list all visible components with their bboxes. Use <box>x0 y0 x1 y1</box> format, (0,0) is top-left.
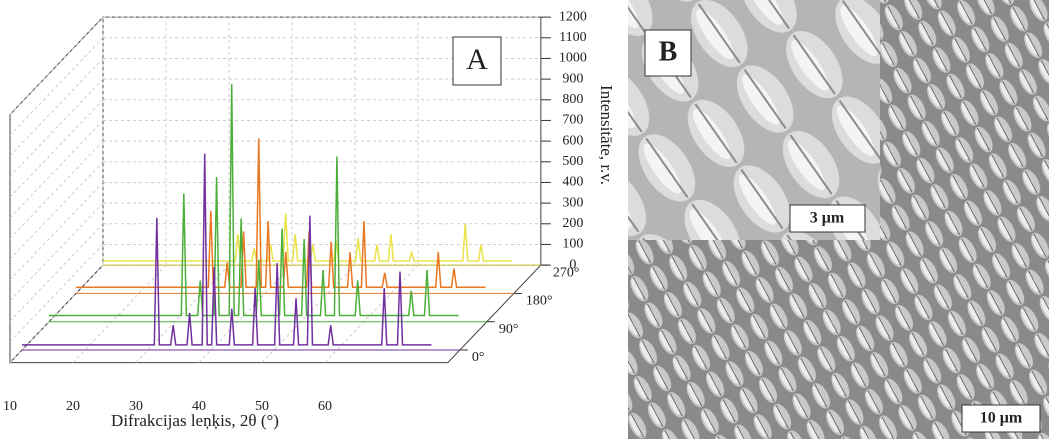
x-tick-label: 10 <box>3 399 17 414</box>
y-axis-label: Intensitāte, r.v. <box>597 85 616 185</box>
y-tick-label: 900 <box>562 71 583 86</box>
y-tick-label: 0 <box>569 257 576 272</box>
x-tick-label: 40 <box>192 399 206 414</box>
z-tick-label: 180° <box>526 294 553 309</box>
y-tick-label: 300 <box>562 195 583 210</box>
grid-line <box>9 202 104 301</box>
z-tick-label: 270° <box>553 265 580 280</box>
panel-label-box <box>452 36 502 86</box>
x-tick-label: 60 <box>318 399 332 414</box>
grid-line <box>72 264 167 363</box>
grid-line <box>9 16 104 115</box>
y-tick-label: 100 <box>562 237 583 252</box>
y-tick-label: 700 <box>562 113 583 128</box>
scale-box <box>789 204 866 233</box>
panel-label-box <box>644 29 692 77</box>
scale: 10 μm <box>980 410 1023 427</box>
walls: 0 100 200 300 400 500 600 700 800 900 1000 1100 1200… <box>3 9 587 413</box>
grid-line <box>9 99 104 198</box>
plot-area <box>22 84 541 351</box>
x-tick-label: 50 <box>255 399 269 414</box>
y-tick-label: 1000 <box>559 51 587 66</box>
z-tick-label: 0° <box>472 350 485 365</box>
grid-line <box>9 161 104 260</box>
y-tick-label: 1200 <box>559 9 587 24</box>
y-tick-label: 600 <box>562 133 583 148</box>
panel-label: A <box>466 43 488 76</box>
y-tick-label: 400 <box>562 175 583 190</box>
grid-line <box>9 37 104 136</box>
y-tick-label: 800 <box>562 92 583 107</box>
grid-line <box>9 120 104 219</box>
sem-image: B 3 μm 10 μm <box>628 0 1049 439</box>
z-tick-label: 90° <box>499 322 519 337</box>
grid-line <box>9 223 104 322</box>
grid-line <box>9 140 104 239</box>
grid-line <box>324 264 419 363</box>
grid-line <box>9 264 104 363</box>
x-tick-label: 20 <box>66 399 80 414</box>
grid-line <box>9 78 104 177</box>
y-tick-label: 500 <box>562 154 583 169</box>
y-tick-label: 200 <box>562 216 583 231</box>
inset-scale: 3 μm <box>810 210 845 227</box>
y-tick-label: 1100 <box>559 30 586 45</box>
x-axis-label: Difrakcijas leņķis, 2θ (°) <box>111 411 279 430</box>
grid-line <box>9 244 104 343</box>
series-line <box>22 153 432 346</box>
scale-box <box>961 404 1041 433</box>
x-tick-label: 30 <box>129 399 143 414</box>
panel-label: B <box>659 36 678 67</box>
grid-line <box>9 58 104 157</box>
series-line <box>49 84 459 317</box>
grid-line <box>135 264 230 363</box>
grid-line <box>9 182 104 281</box>
xrd-chart: 0 100 200 300 400 500 600 700 800 900 1000 1100 1200… <box>3 9 616 430</box>
grid-line <box>198 264 293 363</box>
